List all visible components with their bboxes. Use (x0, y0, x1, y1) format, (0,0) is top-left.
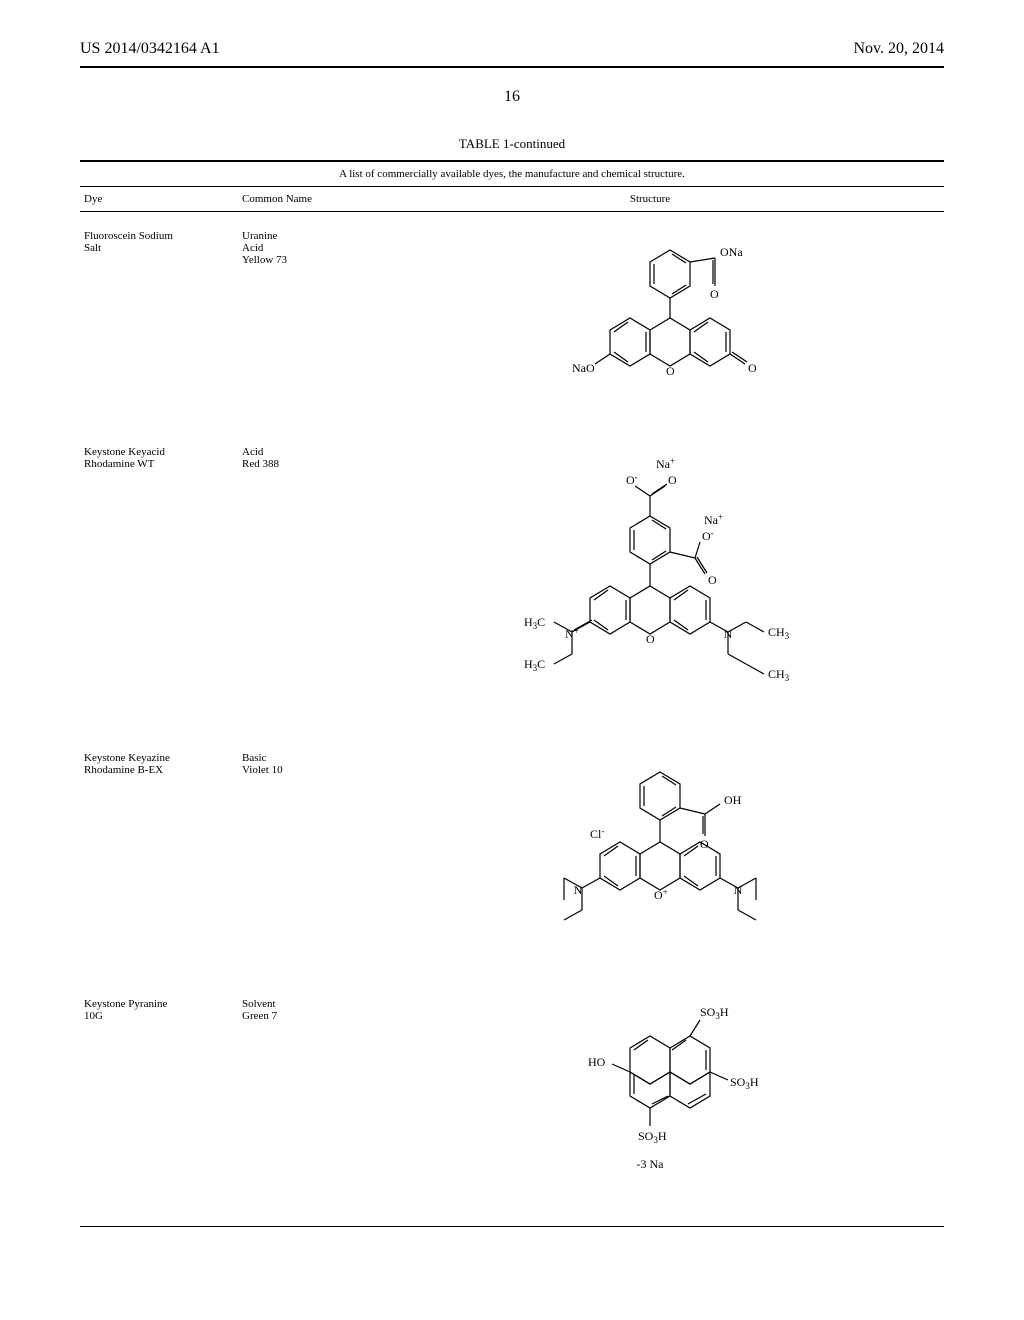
structure-rhodamine-wt: Na+ O- O Na+ O- O H3C N+ O N CH3 (480, 446, 820, 716)
cell-structure: ONa O NaO O O (356, 212, 944, 429)
label: Na (704, 513, 719, 527)
svg-text:O+: O+ (654, 887, 668, 902)
cell-dye: Keystone KeyacidRhodamine WT (80, 428, 238, 734)
cell-common: AcidRed 388 (238, 428, 356, 734)
svg-text:H3C: H3C (524, 615, 545, 631)
table-row: Keystone KeyazineRhodamine B-EX BasicVio… (80, 734, 944, 980)
cell-structure: Na+ O- O Na+ O- O H3C N+ O N CH3 (356, 428, 944, 734)
table-row: Keystone KeyacidRhodamine WT AcidRed 388 (80, 428, 944, 734)
label: O (646, 632, 655, 646)
svg-text:O-: O- (626, 472, 638, 487)
label: Na (656, 457, 671, 471)
patent-number: US 2014/0342164 A1 (80, 40, 220, 58)
label: O (710, 287, 719, 301)
label: N (734, 883, 743, 897)
label: -3 Na (637, 1157, 665, 1171)
col-header-structure: Structure (356, 187, 944, 212)
label: O (702, 529, 711, 543)
svg-text:H3C: H3C (524, 657, 545, 673)
col-header-dye: Dye (80, 187, 238, 212)
label: O (748, 361, 757, 375)
structure-rhodamine-b: OH O Cl- N O+ N (480, 752, 820, 962)
table-row: Keystone Pyranine10G SolventGreen 7 (80, 980, 944, 1226)
structure-pyranine: SO3H HO SO3H SO3H -3 Na (510, 998, 790, 1208)
table-header-row: Dye Common Name Structure (80, 187, 944, 212)
col-header-common: Common Name (238, 187, 356, 212)
svg-text:Na+: Na+ (704, 512, 723, 527)
table-row: Fluoroscein SodiumSalt UranineAcidYellow… (80, 212, 944, 429)
svg-text:SO3H: SO3H (638, 1129, 667, 1145)
page: US 2014/0342164 A1 Nov. 20, 2014 16 TABL… (0, 0, 1024, 1320)
svg-text:Cl-: Cl- (590, 826, 604, 841)
cell-dye: Fluoroscein SodiumSalt (80, 212, 238, 429)
cell-common: UranineAcidYellow 73 (238, 212, 356, 429)
label: O (626, 473, 635, 487)
cell-common: BasicViolet 10 (238, 734, 356, 980)
svg-text:O-: O- (702, 528, 714, 543)
label: ONa (720, 245, 743, 259)
table-wrap: A list of commercially available dyes, t… (80, 160, 944, 1227)
cell-structure: OH O Cl- N O+ N (356, 734, 944, 980)
label: O (700, 837, 709, 851)
cell-dye: Keystone Pyranine10G (80, 980, 238, 1226)
label: OH (724, 793, 742, 807)
label: O (666, 364, 675, 378)
label: O (668, 473, 677, 487)
header-rule (80, 66, 944, 68)
page-header: US 2014/0342164 A1 Nov. 20, 2014 (80, 40, 944, 58)
label: N (724, 627, 733, 641)
cell-common: SolventGreen 7 (238, 980, 356, 1226)
label: HO (588, 1055, 606, 1069)
svg-text:SO3H: SO3H (700, 1005, 729, 1021)
label: Cl (590, 827, 602, 841)
patent-date: Nov. 20, 2014 (853, 40, 944, 58)
dye-table: Dye Common Name Structure Fluoroscein So… (80, 187, 944, 1226)
label: N (574, 883, 583, 897)
cell-dye: Keystone KeyazineRhodamine B-EX (80, 734, 238, 980)
svg-text:CH3: CH3 (768, 625, 790, 641)
label: O (654, 888, 663, 902)
table-title: TABLE 1-continued (80, 136, 944, 152)
svg-text:Na+: Na+ (656, 456, 675, 471)
page-number: 16 (80, 88, 944, 106)
svg-text:N+: N+ (565, 626, 579, 641)
label: NaO (572, 361, 595, 375)
label: O (708, 573, 717, 587)
table-caption: A list of commercially available dyes, t… (80, 162, 944, 187)
structure-fluorescein: ONa O NaO O O (500, 230, 800, 410)
svg-text:SO3H: SO3H (730, 1075, 759, 1091)
cell-structure: SO3H HO SO3H SO3H -3 Na (356, 980, 944, 1226)
svg-text:CH3: CH3 (768, 667, 790, 683)
